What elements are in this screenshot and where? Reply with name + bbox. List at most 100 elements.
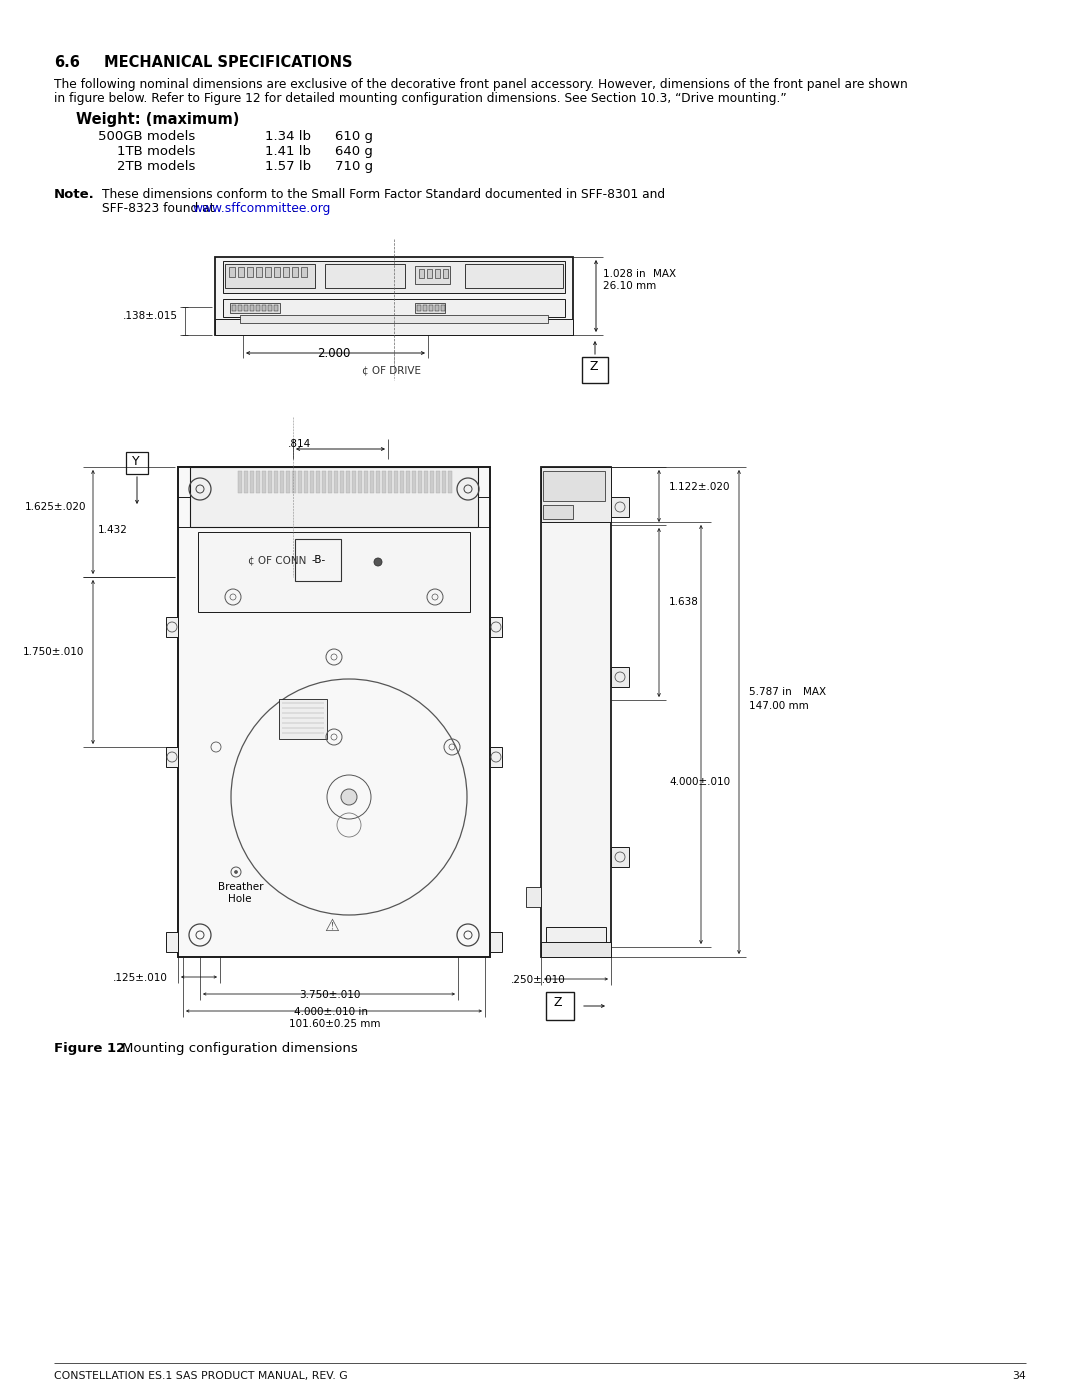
Text: Figure 12.: Figure 12. [54, 1042, 131, 1055]
Bar [340, 471, 345, 493]
Text: 2TB models: 2TB models [117, 161, 195, 173]
Bar [526, 887, 541, 907]
Text: .125±.010: .125±.010 [113, 972, 167, 983]
Bar [310, 471, 314, 493]
Bar [262, 305, 266, 312]
Text: These dimensions conform to the Small Form Factor Standard documented in SFF-830: These dimensions conform to the Small Fo… [102, 189, 665, 201]
Text: .814: .814 [288, 439, 311, 448]
Bar [292, 471, 296, 493]
Bar [611, 497, 629, 517]
Bar [215, 257, 573, 335]
Text: 710 g: 710 g [335, 161, 373, 173]
Text: ¢ OF DRIVE: ¢ OF DRIVE [362, 365, 421, 374]
Text: 1.432: 1.432 [98, 525, 127, 535]
Bar [423, 305, 427, 312]
Text: Breather: Breather [218, 882, 264, 893]
Text: .138±.015: .138±.015 [123, 312, 178, 321]
Text: MAX: MAX [804, 687, 826, 697]
Bar [286, 471, 291, 493]
Bar [415, 265, 450, 284]
Bar [370, 471, 374, 493]
Circle shape [341, 789, 357, 805]
Text: 1.625±.020: 1.625±.020 [25, 502, 86, 511]
Bar [546, 992, 573, 1020]
Bar [490, 747, 502, 767]
Text: CONSTELLATION ES.1 SAS PRODUCT MANUAL, REV. G: CONSTELLATION ES.1 SAS PRODUCT MANUAL, R… [54, 1370, 348, 1382]
Text: 6.6: 6.6 [54, 54, 80, 70]
Text: MAX: MAX [653, 270, 676, 279]
Bar [382, 471, 386, 493]
Bar [394, 471, 399, 493]
Bar [429, 305, 433, 312]
Text: Note.: Note. [54, 189, 95, 201]
Bar [230, 303, 280, 313]
Text: 1.750±.010: 1.750±.010 [23, 647, 84, 657]
Bar [126, 453, 148, 474]
Text: -B-: -B- [311, 555, 325, 564]
Circle shape [374, 557, 382, 566]
Bar [388, 471, 392, 493]
Text: SFF-8323 found at: SFF-8323 found at [102, 203, 218, 215]
Text: in figure below. Refer to Figure 12 for detailed mounting configuration dimensio: in figure below. Refer to Figure 12 for … [54, 92, 786, 105]
Text: 1.638: 1.638 [669, 597, 699, 608]
Bar [400, 471, 404, 493]
Bar [256, 267, 262, 277]
Bar [249, 305, 254, 312]
Text: .250±.010: .250±.010 [511, 975, 566, 985]
Text: Z: Z [554, 996, 563, 1009]
Bar [229, 267, 235, 277]
Text: ¢ OF CONN: ¢ OF CONN [248, 555, 307, 564]
Bar [435, 305, 438, 312]
Bar [543, 471, 605, 502]
Bar [198, 532, 470, 612]
Bar [166, 932, 178, 951]
Text: .: . [292, 203, 296, 215]
Bar [442, 471, 446, 493]
Text: ⚠: ⚠ [324, 916, 339, 935]
Bar [316, 471, 320, 493]
Text: 1.34 lb: 1.34 lb [265, 130, 311, 142]
Bar [274, 267, 280, 277]
Bar [376, 471, 380, 493]
Bar [417, 305, 421, 312]
Bar [465, 264, 563, 288]
Bar [279, 698, 327, 739]
Bar [265, 267, 271, 277]
Bar [280, 471, 284, 493]
Bar [435, 270, 440, 278]
Bar [490, 932, 502, 951]
Bar [222, 299, 565, 317]
Bar [298, 471, 302, 493]
Bar [357, 471, 362, 493]
Text: Z: Z [589, 360, 597, 373]
Text: Y: Y [132, 455, 139, 468]
Bar [418, 471, 422, 493]
Bar [436, 471, 440, 493]
Bar [546, 928, 606, 951]
Bar [334, 471, 338, 493]
Bar [268, 471, 272, 493]
Bar [166, 617, 178, 637]
Text: Hole: Hole [228, 894, 252, 904]
Circle shape [234, 870, 238, 873]
Bar [238, 267, 244, 277]
Bar [244, 305, 248, 312]
Text: 640 g: 640 g [335, 145, 373, 158]
Bar [232, 305, 237, 312]
Bar [419, 270, 424, 278]
Bar [274, 305, 278, 312]
Text: 34: 34 [1012, 1370, 1026, 1382]
Bar [238, 305, 242, 312]
Text: www.sffcommittee.org: www.sffcommittee.org [192, 203, 330, 215]
Bar [611, 847, 629, 868]
Text: 610 g: 610 g [335, 130, 373, 142]
Bar [292, 267, 298, 277]
Bar [283, 267, 289, 277]
Bar [490, 617, 502, 637]
Bar [541, 467, 611, 957]
Text: The following nominal dimensions are exclusive of the decorative front panel acc: The following nominal dimensions are exc… [54, 78, 908, 91]
Bar [424, 471, 428, 493]
Text: 101.60±0.25 mm: 101.60±0.25 mm [289, 1018, 380, 1030]
Bar [430, 471, 434, 493]
Bar [352, 471, 356, 493]
